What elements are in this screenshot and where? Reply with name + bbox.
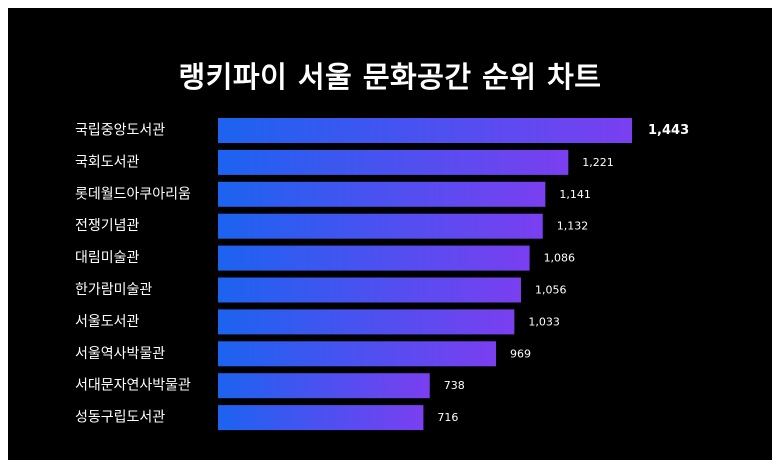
category-label: 성동구립도서관	[75, 410, 165, 426]
bar	[218, 213, 543, 239]
bar	[218, 181, 546, 207]
category-label: 서대문자연사박물관	[75, 378, 191, 394]
value-label: 1,086	[544, 252, 576, 265]
bar	[218, 341, 497, 367]
value-label: 1,443	[648, 123, 689, 138]
value-label: 1,033	[528, 315, 560, 328]
category-label: 롯데월드아쿠아리움	[75, 186, 191, 202]
bar	[218, 309, 515, 335]
chart-frame: 랭키파이 서울 문화공간 순위 차트 국립중앙도서관 1,443 국회도서관 1,22…	[8, 8, 772, 460]
category-label: 국회도서관	[75, 154, 140, 170]
category-label: 전쟁기념관	[75, 218, 140, 234]
chart-title: 랭키파이 서울 문화공간 순위 차트	[178, 60, 602, 94]
value-label: 1,132	[557, 220, 589, 233]
bar	[218, 149, 569, 175]
category-label: 서울역사박물관	[75, 346, 165, 362]
value-label: 969	[510, 347, 531, 360]
value-label: 1,056	[535, 284, 567, 297]
bar	[218, 245, 530, 271]
bar	[218, 405, 424, 431]
bar	[218, 277, 521, 303]
value-label: 1,221	[582, 156, 614, 169]
bar	[218, 118, 632, 143]
value-label: 716	[437, 411, 458, 424]
category-label: 서울도서관	[75, 314, 140, 330]
category-label: 한가람미술관	[75, 282, 152, 298]
bar	[218, 373, 430, 399]
category-label: 대림미술관	[75, 250, 140, 266]
value-label: 1,141	[559, 188, 591, 201]
category-label: 국립중앙도서관	[75, 123, 165, 139]
bar-chart: 국립중앙도서관 1,443 국회도서관 1,221 롯데월드아쿠아리움 1,141 전쟁기념…	[75, 118, 689, 431]
value-label: 738	[444, 379, 465, 392]
